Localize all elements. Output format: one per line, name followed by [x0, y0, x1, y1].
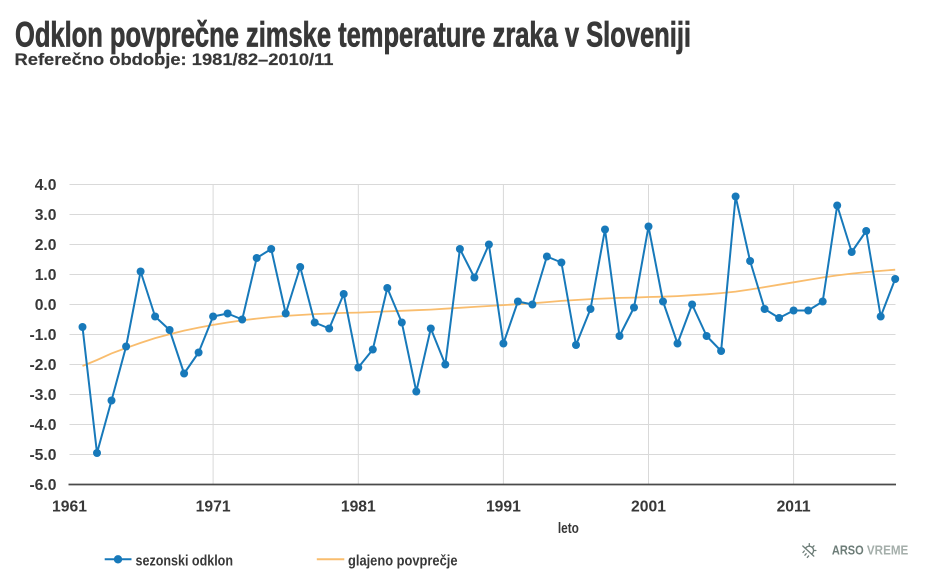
- svg-text:1981: 1981: [341, 499, 376, 516]
- svg-text:leto: leto: [558, 520, 579, 537]
- svg-text:-4.0: -4.0: [29, 417, 56, 434]
- svg-text:-5.0: -5.0: [29, 447, 56, 464]
- svg-text:ARSO: ARSO: [832, 544, 864, 558]
- svg-text:-1.0: -1.0: [29, 327, 56, 344]
- svg-text:Referečno obdobje: 1981/82–201: Referečno obdobje: 1981/82–2010/11: [15, 50, 334, 69]
- svg-text:-2.0: -2.0: [29, 357, 56, 374]
- svg-text:2011: 2011: [777, 499, 811, 516]
- svg-text:1.0: 1.0: [35, 267, 57, 284]
- svg-text:1971: 1971: [196, 499, 231, 516]
- svg-text:2.0: 2.0: [35, 237, 57, 254]
- svg-text:2001: 2001: [631, 499, 666, 516]
- svg-text:-6.0: -6.0: [29, 477, 56, 494]
- svg-text:glajeno povprečje: glajeno povprečje: [348, 552, 458, 569]
- svg-text:1961: 1961: [52, 499, 87, 516]
- svg-text:1991: 1991: [486, 499, 521, 516]
- svg-text:4.0: 4.0: [35, 177, 57, 194]
- svg-text:Odklon povprečne zimske temper: Odklon povprečne zimske temperature zrak…: [15, 15, 691, 54]
- svg-text:sezonski odklon: sezonski odklon: [136, 552, 234, 569]
- svg-text:3.0: 3.0: [35, 207, 57, 224]
- svg-text:-3.0: -3.0: [29, 387, 56, 404]
- svg-text:0.0: 0.0: [35, 297, 57, 314]
- svg-text:VREME: VREME: [867, 544, 908, 558]
